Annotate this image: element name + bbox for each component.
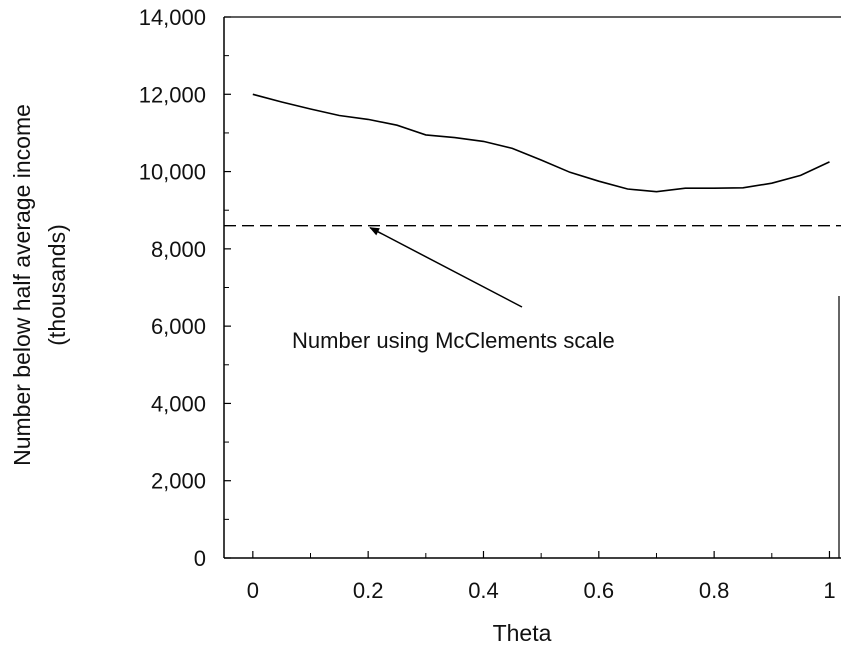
series-group [250,92,832,194]
plot-frame [223,16,841,559]
series-line [252,93,830,193]
data-point [395,123,400,128]
y-axis-title: Number below half average income [9,104,35,466]
data-point [423,132,428,137]
data-point [510,146,515,151]
data-point [308,107,313,112]
x-tick-label: 0.2 [353,578,384,603]
data-point [798,173,803,178]
x-axis-title: Theta [493,620,552,646]
y-tick-label: 6,000 [151,314,206,339]
data-point [279,100,284,105]
data-point [654,189,659,194]
y-tick-label: 10,000 [139,160,206,185]
data-point [568,170,573,175]
y-tick-label: 14,000 [139,5,206,30]
data-point [452,135,457,140]
data-point [683,186,688,191]
data-point [366,117,371,122]
data-point [712,186,717,191]
annotation-arrow [369,227,523,308]
x-tick-label: 0.8 [699,578,730,603]
y-tick-label: 0 [194,546,206,571]
y-axis: 0 2,000 4,000 6,000 8,000 10,000 12,000 14,000 [139,5,231,571]
x-tick-label: 0.6 [584,578,615,603]
annotation-label: Number using McClements scale [292,328,615,353]
data-point [741,185,746,190]
y-axis-subtitle: (thousands) [44,224,70,345]
x-tick-label: 0 [247,578,259,603]
x-tick-label: 0.4 [468,578,499,603]
data-point [337,113,342,118]
annotations: Number using McClements scale [292,227,615,353]
x-axis: 0 0.2 0.4 0.6 0.8 1 [247,551,836,603]
y-tick-label: 8,000 [151,237,206,262]
data-point [250,92,255,97]
data-point [481,139,486,144]
data-point [625,187,630,192]
y-tick-label: 12,000 [139,82,206,107]
x-tick-label: 1 [823,578,835,603]
data-point [596,179,601,184]
y-tick-label: 2,000 [151,469,206,494]
data-point [539,158,544,163]
data-point [769,181,774,186]
y-tick-label: 4,000 [151,391,206,416]
data-point [827,159,832,164]
